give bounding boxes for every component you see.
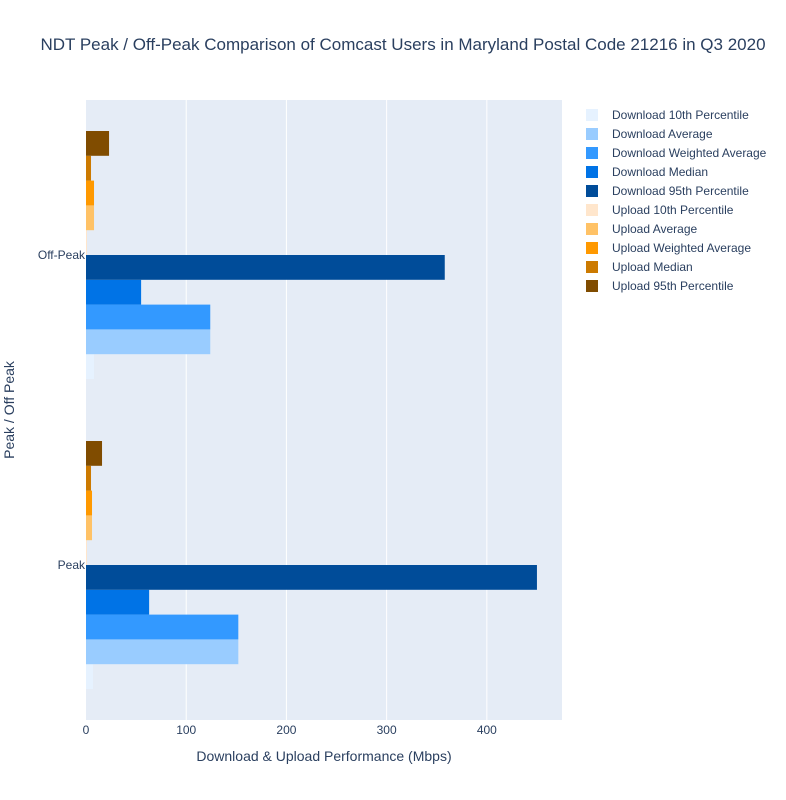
y-axis-title: Peak / Off Peak	[1, 360, 17, 459]
legend-swatch	[586, 128, 598, 140]
legend-swatch	[586, 204, 598, 216]
bar[interactable]	[86, 490, 93, 516]
legend-label: Upload Median	[612, 260, 693, 274]
bar[interactable]	[86, 664, 94, 689]
bar[interactable]	[86, 639, 239, 665]
chart-title: NDT Peak / Off-Peak Comparison of Comcas…	[40, 35, 765, 54]
legend-label: Download Average	[612, 127, 713, 141]
x-tick-label: 300	[377, 723, 397, 737]
axis-ticks: 0 100 200 300 400 Peak Off-Peak	[38, 248, 497, 737]
legend-item[interactable]: Upload Average	[586, 222, 698, 236]
bar[interactable]	[86, 205, 95, 231]
bar[interactable]	[86, 565, 537, 590]
bar[interactable]	[86, 180, 95, 206]
bar[interactable]	[86, 441, 103, 466]
bar[interactable]	[86, 515, 93, 541]
legend-label: Upload Average	[612, 222, 698, 236]
x-tick-label: 0	[83, 723, 90, 737]
x-tick-label: 400	[477, 723, 497, 737]
legend-item[interactable]: Download 95th Percentile	[586, 184, 749, 198]
legend[interactable]: Download 10th Percentile Download Average…	[586, 108, 767, 293]
bar[interactable]	[86, 255, 445, 280]
legend-item[interactable]: Download 10th Percentile	[586, 108, 749, 122]
legend-swatch	[586, 109, 598, 121]
legend-label: Upload 10th Percentile	[612, 203, 734, 217]
legend-item[interactable]: Download Weighted Average	[586, 146, 767, 160]
legend-swatch	[586, 185, 598, 197]
bar[interactable]	[86, 540, 88, 565]
legend-item[interactable]: Upload 10th Percentile	[586, 203, 734, 217]
bar[interactable]	[86, 465, 92, 491]
bars	[86, 131, 537, 689]
bar[interactable]	[86, 230, 88, 255]
bar[interactable]	[86, 155, 92, 181]
bar[interactable]	[86, 304, 211, 330]
bar[interactable]	[86, 131, 110, 156]
bar[interactable]	[86, 279, 142, 305]
legend-item[interactable]: Upload 95th Percentile	[586, 279, 734, 293]
y-tick-label: Peak	[58, 558, 86, 572]
legend-swatch	[586, 242, 598, 254]
legend-item[interactable]: Upload Median	[586, 260, 693, 274]
legend-label: Download 10th Percentile	[612, 108, 749, 122]
bar[interactable]	[86, 614, 239, 640]
x-tick-label: 200	[276, 723, 296, 737]
legend-item[interactable]: Download Median	[586, 165, 708, 179]
legend-swatch	[586, 166, 598, 178]
legend-label: Download 95th Percentile	[612, 184, 749, 198]
bar[interactable]	[86, 329, 211, 355]
legend-item[interactable]: Upload Weighted Average	[586, 241, 751, 255]
legend-swatch	[586, 223, 598, 235]
x-tick-label: 100	[176, 723, 196, 737]
x-axis-title: Download & Upload Performance (Mbps)	[196, 748, 451, 764]
legend-label: Download Median	[612, 165, 708, 179]
bar[interactable]	[86, 354, 95, 379]
legend-label: Upload Weighted Average	[612, 241, 751, 255]
legend-label: Download Weighted Average	[612, 146, 767, 160]
bar[interactable]	[86, 589, 150, 615]
y-tick-label: Off-Peak	[38, 248, 86, 262]
legend-item[interactable]: Download Average	[586, 127, 713, 141]
legend-swatch	[586, 261, 598, 273]
legend-label: Upload 95th Percentile	[612, 279, 734, 293]
legend-swatch	[586, 147, 598, 159]
legend-swatch	[586, 280, 598, 292]
